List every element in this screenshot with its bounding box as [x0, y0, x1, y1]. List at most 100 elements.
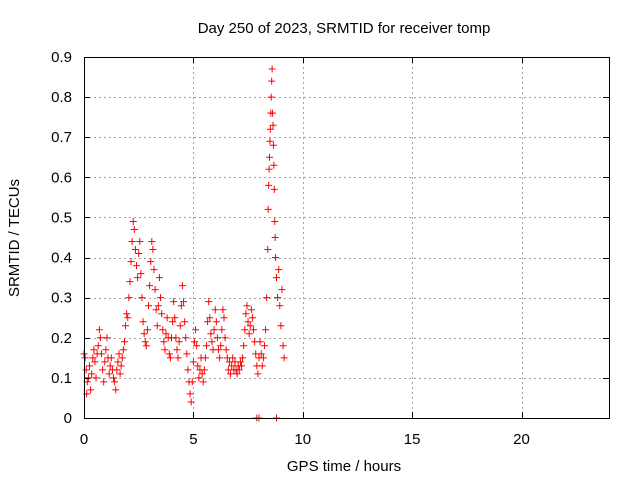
y-tick-label: 0.5	[51, 209, 72, 226]
data-point	[186, 390, 194, 398]
data-point	[176, 322, 184, 330]
x-tick-label: 10	[294, 431, 311, 448]
data-point	[262, 326, 270, 334]
data-point	[212, 318, 220, 326]
data-point	[81, 354, 89, 362]
data-point	[95, 326, 103, 334]
data-point	[270, 161, 278, 169]
data-point	[215, 346, 223, 354]
data-point	[280, 354, 288, 362]
data-point	[147, 258, 155, 266]
x-tick-label: 0	[80, 431, 88, 448]
data-point	[146, 282, 154, 290]
data-point	[194, 362, 202, 370]
data-point	[149, 246, 157, 254]
data-point	[94, 342, 102, 350]
data-point	[130, 225, 138, 233]
data-point	[85, 362, 93, 370]
data-point	[136, 238, 144, 246]
data-point	[264, 246, 272, 254]
data-point	[267, 93, 275, 101]
data-point	[220, 314, 228, 322]
data-point	[116, 370, 124, 378]
data-point	[268, 65, 276, 73]
data-point	[265, 165, 273, 173]
data-point	[183, 350, 191, 358]
data-point	[250, 326, 258, 334]
data-point	[151, 286, 159, 294]
data-point	[243, 302, 251, 310]
y-tick-label: 0.1	[51, 370, 72, 387]
data-point	[173, 346, 181, 354]
data-point	[135, 250, 143, 258]
data-point	[256, 338, 264, 346]
data-point	[263, 294, 271, 302]
y-tick-label: 0.6	[51, 169, 72, 186]
data-point	[265, 181, 273, 189]
data-point	[242, 310, 250, 318]
data-point	[107, 354, 115, 362]
data-point	[122, 322, 130, 330]
data-point	[247, 306, 255, 314]
data-point	[170, 298, 178, 306]
data-point	[161, 346, 169, 354]
data-point	[277, 322, 285, 330]
data-point	[257, 350, 265, 358]
data-point	[208, 338, 216, 346]
data-point	[140, 330, 148, 338]
data-point	[266, 153, 273, 161]
data-point	[178, 282, 186, 290]
data-point	[143, 326, 151, 334]
data-point	[222, 346, 230, 354]
data-point	[138, 294, 146, 302]
data-point	[181, 318, 189, 326]
y-tick-label: 0.8	[51, 89, 72, 106]
data-point	[117, 362, 125, 370]
grid-lines	[84, 57, 609, 418]
data-point	[96, 334, 104, 342]
data-point	[204, 318, 212, 326]
y-tick-label: 0.7	[51, 129, 72, 146]
data-point	[244, 318, 252, 326]
data-point	[264, 205, 272, 213]
y-tick-label: 0.4	[51, 250, 72, 267]
data-point	[150, 266, 158, 274]
data-point	[102, 346, 110, 354]
data-point	[238, 362, 245, 370]
data-point	[129, 217, 137, 225]
data-point	[259, 354, 267, 362]
data-point	[182, 334, 190, 342]
data-point	[82, 366, 90, 374]
data-point	[137, 270, 145, 278]
data-point	[153, 322, 161, 330]
x-tick-label: 5	[189, 431, 197, 448]
data-point	[92, 374, 100, 382]
data-point	[276, 302, 284, 310]
data-point	[98, 350, 105, 358]
data-point	[175, 338, 183, 346]
data-point	[239, 354, 247, 362]
data-point	[269, 121, 277, 129]
data-point	[101, 358, 109, 366]
data-point	[206, 314, 214, 322]
data-point	[235, 366, 243, 374]
data-point	[195, 374, 203, 382]
data-point	[163, 314, 171, 322]
data-point	[266, 137, 274, 145]
data-point	[160, 338, 168, 346]
data-point	[273, 274, 280, 282]
data-point	[171, 314, 179, 322]
data-point	[169, 318, 177, 326]
data-point	[139, 318, 147, 326]
data-point	[260, 342, 268, 350]
data-point	[221, 334, 229, 342]
data-point	[84, 374, 92, 382]
data-point	[188, 378, 196, 386]
data-point	[115, 350, 123, 358]
data-point	[148, 238, 156, 246]
x-tick-label: 20	[513, 431, 530, 448]
data-point	[210, 326, 218, 334]
data-point	[113, 366, 121, 374]
data-point	[200, 366, 208, 374]
